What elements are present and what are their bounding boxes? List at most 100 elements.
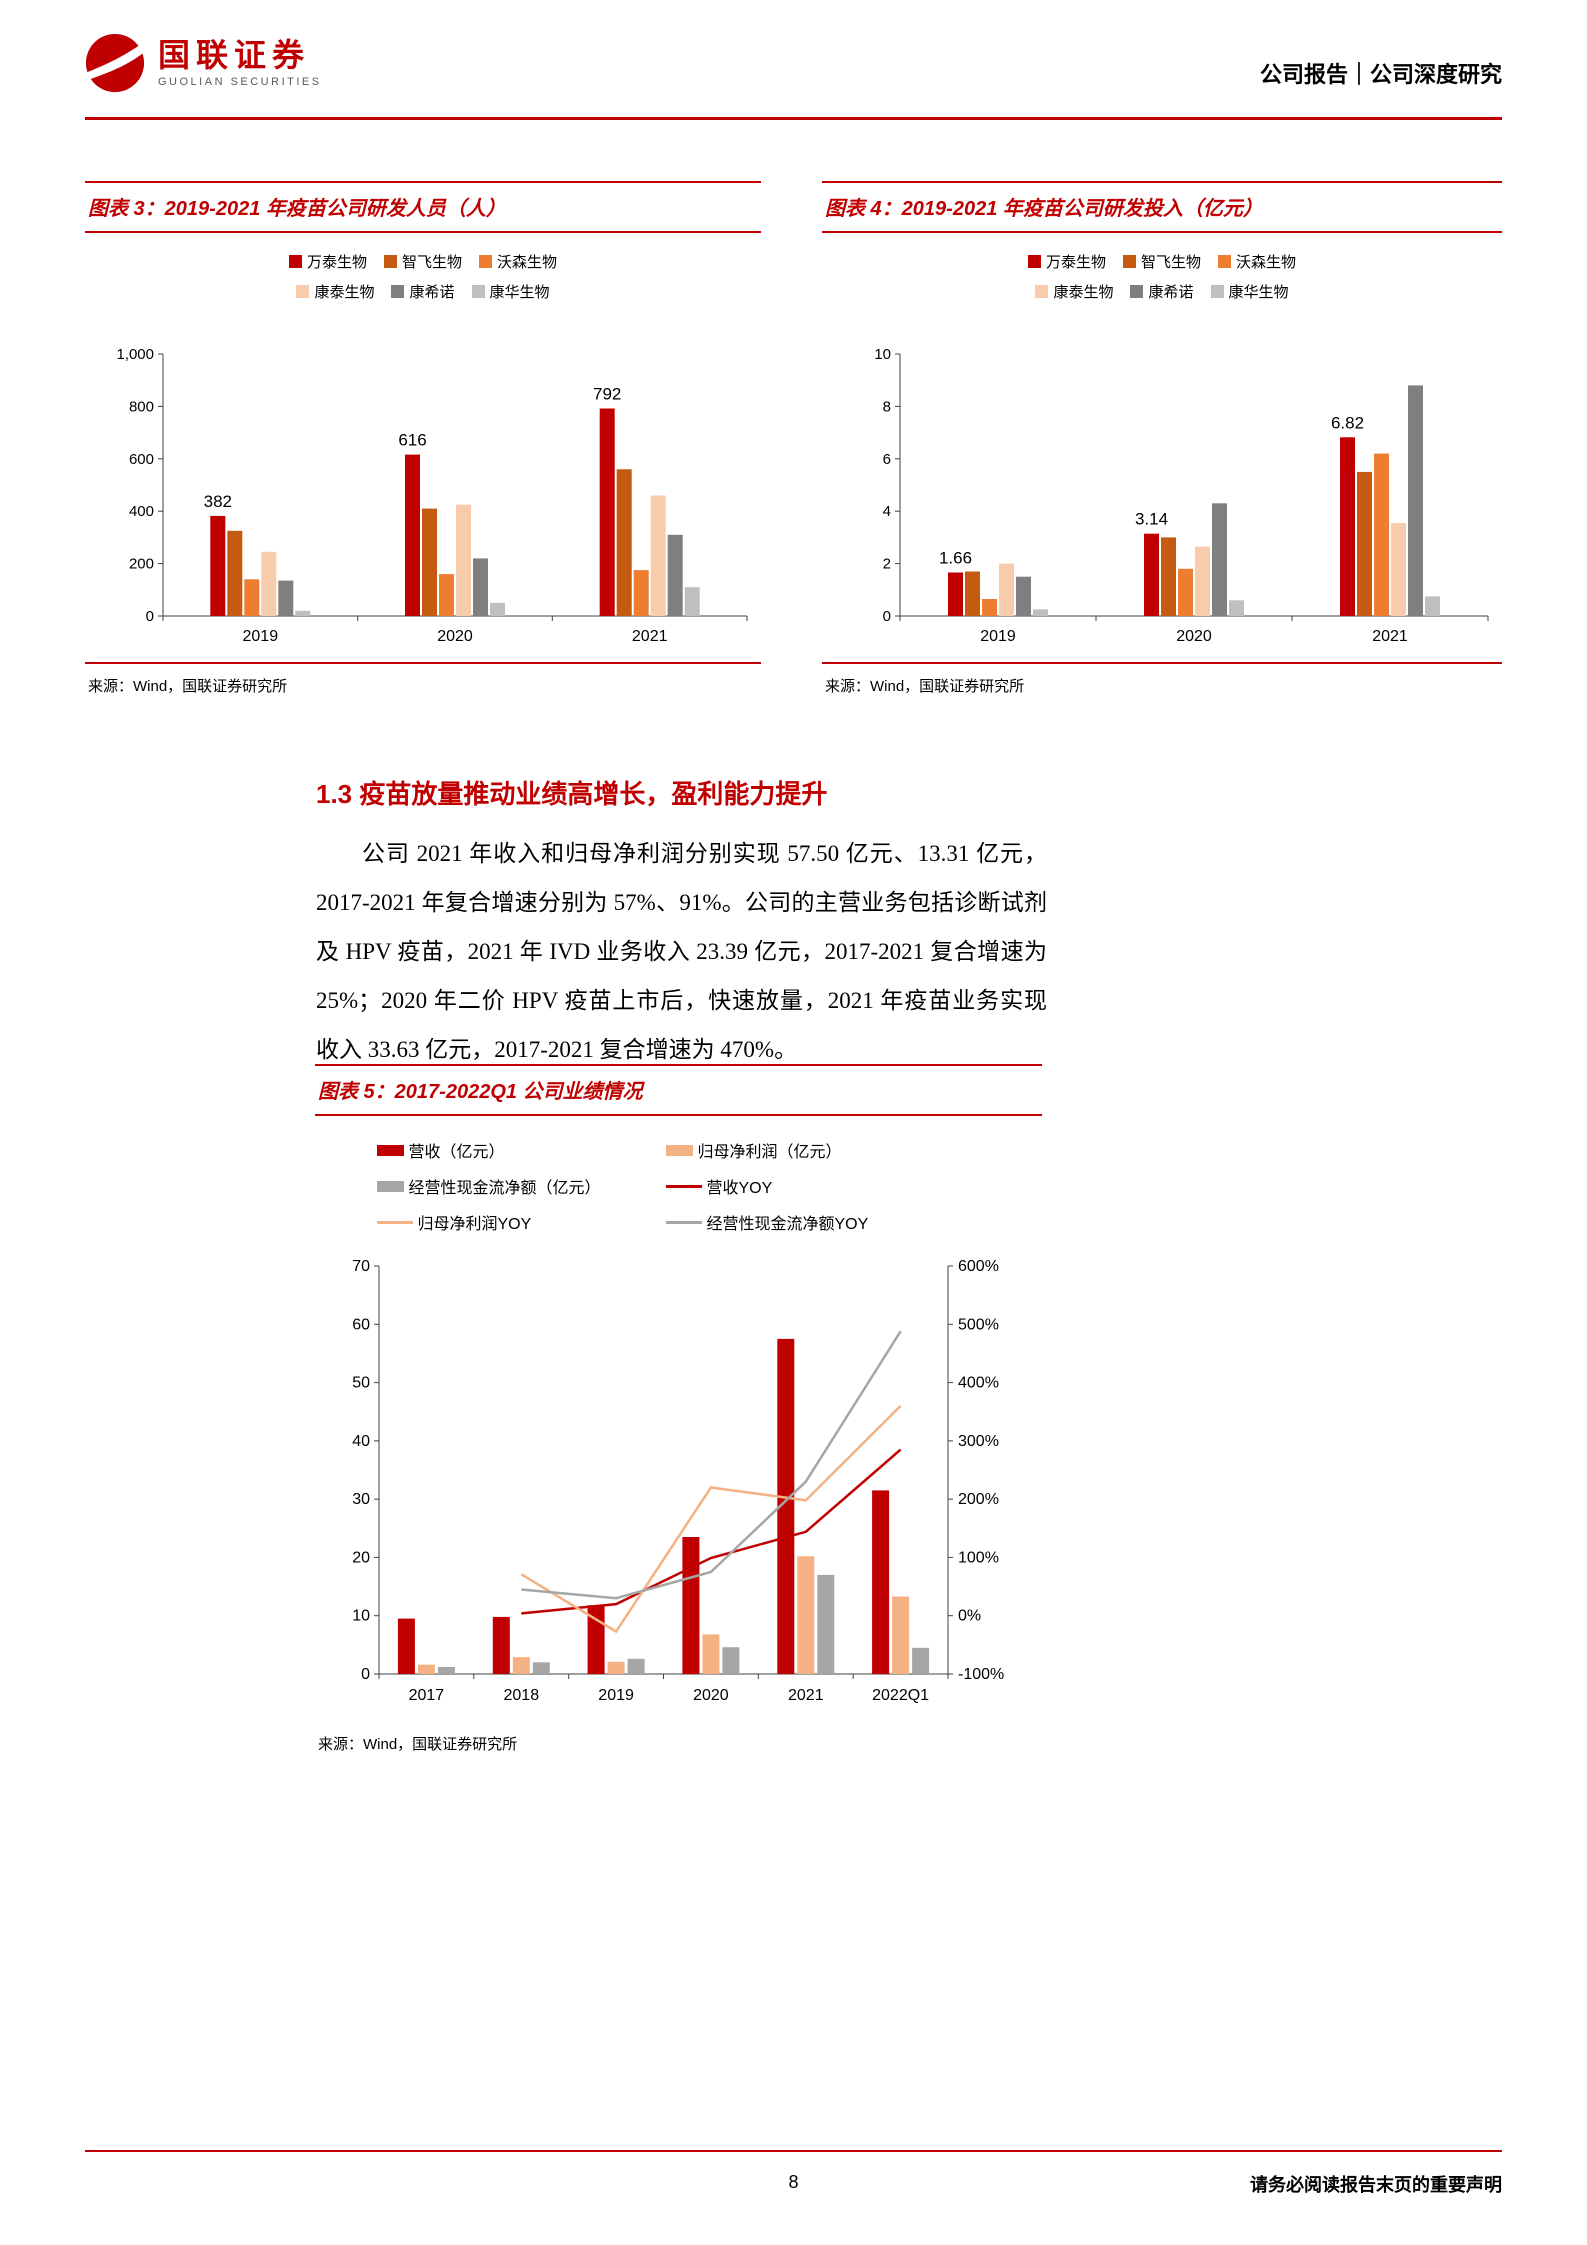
legend-swatch bbox=[391, 285, 405, 298]
y-axis-label: 400 bbox=[129, 503, 154, 520]
left-axis-label: 0 bbox=[361, 1666, 370, 1683]
legend-label: 沃森生物 bbox=[1236, 254, 1297, 271]
figure-3-title: 图表 3：2019-2021 年疫苗公司研发人员（人） bbox=[88, 198, 506, 220]
figure-3-legend: 万泰生物 智飞生物 沃森生物 康泰生物 康希诺 康华生物 bbox=[85, 251, 761, 302]
figure-top-rule bbox=[315, 1064, 1042, 1066]
legend-item: 经营性现金流净额YOY bbox=[665, 1210, 981, 1234]
figure-bottom-rule bbox=[822, 662, 1502, 664]
y-axis-label: 0 bbox=[883, 608, 891, 625]
legend-swatch bbox=[665, 1220, 702, 1224]
bar bbox=[210, 515, 226, 616]
legend-swatch bbox=[1027, 255, 1041, 268]
bar bbox=[616, 469, 632, 616]
figure-bottom-rule bbox=[85, 662, 761, 664]
legend-item: 智飞生物 bbox=[383, 251, 462, 272]
legend-item: 康华生物 bbox=[1210, 281, 1289, 302]
legend-label: 归母净利润YOY bbox=[417, 1216, 532, 1233]
figure-5-title: 图表 5：2017-2022Q1 公司业绩情况 bbox=[318, 1081, 643, 1103]
bar bbox=[456, 504, 471, 616]
y-axis-label: 600 bbox=[129, 451, 154, 468]
bar bbox=[1391, 523, 1406, 616]
legend-swatch bbox=[1122, 255, 1136, 268]
figure-top-rule bbox=[85, 181, 761, 183]
bar bbox=[633, 570, 649, 616]
value-label: 6.82 bbox=[1331, 413, 1364, 432]
y-axis-label: 0 bbox=[146, 608, 154, 625]
y-axis-label: 800 bbox=[129, 398, 154, 415]
y-axis-label: 8 bbox=[883, 398, 891, 415]
header-divider bbox=[85, 117, 1502, 120]
bar bbox=[1229, 600, 1244, 616]
legend-swatch bbox=[376, 1220, 413, 1224]
left-axis-label: 30 bbox=[352, 1491, 370, 1508]
category-label: 2021 bbox=[788, 1687, 824, 1704]
bar bbox=[599, 408, 615, 616]
bar bbox=[1212, 503, 1227, 616]
legend-item: 康泰生物 bbox=[1035, 281, 1113, 302]
left-axis-label: 70 bbox=[352, 1258, 370, 1275]
bar bbox=[722, 1647, 740, 1674]
figure-4: 图表 4：2019-2021 年疫苗公司研发投入（亿元） 万泰生物 智飞生物 沃森生… bbox=[822, 181, 1502, 708]
bar bbox=[227, 530, 243, 616]
legend-item: 归母净利润（亿元） bbox=[665, 1138, 981, 1162]
legend-label: 康华生物 bbox=[1228, 284, 1289, 301]
left-axis-label: 60 bbox=[352, 1316, 370, 1333]
y-axis-label: 10 bbox=[874, 346, 891, 363]
category-label: 2020 bbox=[693, 1687, 729, 1704]
bar bbox=[1374, 453, 1389, 616]
legend-label: 智飞生物 bbox=[401, 254, 462, 271]
category-label: 2020 bbox=[437, 628, 473, 645]
bar bbox=[1033, 609, 1048, 616]
bar bbox=[1178, 568, 1193, 616]
legend-swatch bbox=[296, 285, 310, 298]
bar bbox=[872, 1490, 890, 1674]
report-type-label: 公司报告｜公司深度研究 bbox=[1259, 62, 1502, 87]
bar bbox=[244, 579, 260, 616]
bar bbox=[999, 563, 1014, 616]
right-axis-label: 500% bbox=[958, 1316, 999, 1333]
legend-row: 康泰生物 康希诺 康华生物 bbox=[1035, 281, 1289, 302]
body-paragraph: 公司 2021 年收入和归母净利润分别实现 57.50 亿元、13.31 亿元，… bbox=[316, 841, 1048, 1062]
legend-item: 康华生物 bbox=[471, 281, 550, 302]
legend-swatch bbox=[376, 1144, 404, 1156]
figure-5-source: 来源：Wind，国联证券研究所 bbox=[318, 1736, 518, 1753]
legend-item: 经营性现金流净额（亿元） bbox=[376, 1174, 642, 1198]
bar bbox=[1161, 537, 1176, 616]
figure-top-rule bbox=[822, 181, 1502, 183]
category-label: 2022Q1 bbox=[872, 1687, 929, 1704]
legend-swatch bbox=[1218, 255, 1231, 268]
value-label: 3.14 bbox=[1135, 510, 1168, 529]
legend-swatch bbox=[1035, 285, 1049, 298]
bar bbox=[261, 551, 277, 616]
legend-label: 经营性现金流净额（亿元） bbox=[408, 1180, 601, 1197]
legend-label: 营收YOY bbox=[706, 1180, 773, 1197]
y-axis-label: 4 bbox=[883, 503, 891, 520]
bar bbox=[417, 1664, 435, 1674]
legend-label: 康泰生物 bbox=[1053, 284, 1114, 301]
category-label: 2020 bbox=[1176, 628, 1212, 645]
bar bbox=[437, 1667, 455, 1674]
bar bbox=[627, 1658, 645, 1674]
legend-item: 康希诺 bbox=[391, 281, 455, 302]
brand-name-cn: 国联证券 bbox=[158, 36, 311, 73]
figure-3: 图表 3：2019-2021 年疫苗公司研发人员（人） 万泰生物 智飞生物 沃森生物… bbox=[85, 181, 761, 708]
right-axis-label: 400% bbox=[958, 1375, 999, 1392]
bar bbox=[1016, 576, 1031, 616]
legend-item: 归母净利润YOY bbox=[376, 1210, 642, 1234]
figure-4-title: 图表 4：2019-2021 年疫苗公司研发投入（亿元） bbox=[825, 198, 1263, 220]
bar bbox=[667, 534, 683, 616]
legend-item: 万泰生物 bbox=[1027, 251, 1106, 272]
bar bbox=[422, 508, 437, 616]
legend-swatch bbox=[383, 255, 397, 268]
legend-row: 万泰生物 智飞生物 沃森生物 bbox=[288, 251, 557, 272]
legend-label: 康华生物 bbox=[489, 284, 550, 301]
category-label: 2018 bbox=[504, 1687, 540, 1704]
figure-3-source: 来源：Wind，国联证券研究所 bbox=[88, 678, 288, 695]
legend-row: 万泰生物 智飞生物 沃森生物 bbox=[1027, 251, 1297, 272]
left-axis-label: 10 bbox=[352, 1608, 370, 1625]
legend-item: 沃森生物 bbox=[479, 251, 557, 272]
bar bbox=[650, 495, 666, 616]
left-axis-label: 40 bbox=[352, 1433, 370, 1450]
bar bbox=[1425, 596, 1440, 616]
